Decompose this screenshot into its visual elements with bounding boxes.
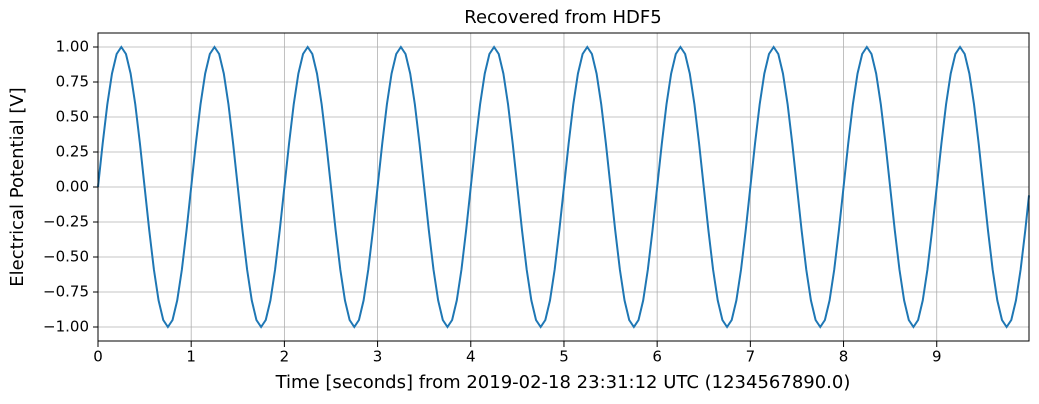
y-tick-label: 0.25 [56, 143, 89, 161]
x-tick-label: 2 [280, 348, 290, 366]
y-tick-label: 1.00 [56, 38, 89, 56]
x-axis-label: Time [seconds] from 2019-02-18 23:31:12 … [275, 372, 851, 393]
x-tick-label: 8 [839, 348, 849, 366]
y-tick-label: −0.50 [43, 248, 89, 266]
y-axis-label: Electrical Potential [V] [7, 87, 28, 286]
x-tick-label: 1 [186, 348, 196, 366]
x-tick-label: 0 [93, 348, 103, 366]
y-tick-label: 0.75 [56, 73, 89, 91]
y-tick-label: −1.00 [43, 318, 89, 336]
x-tick-label: 9 [932, 348, 942, 366]
y-tick-label: −0.75 [43, 283, 89, 301]
chart-title: Recovered from HDF5 [464, 7, 661, 28]
y-tick-label: −0.25 [43, 213, 89, 231]
y-tick-label: 0.00 [56, 178, 89, 196]
x-tick-label: 5 [559, 348, 569, 366]
y-tick-label: 0.50 [56, 108, 89, 126]
line-series [97, 45, 1030, 329]
x-tick-label: 3 [373, 348, 383, 366]
x-tick-label: 4 [466, 348, 476, 366]
x-tick-label: 6 [652, 348, 662, 366]
plot-frame [97, 32, 1030, 342]
x-tick-label: 7 [746, 348, 756, 366]
